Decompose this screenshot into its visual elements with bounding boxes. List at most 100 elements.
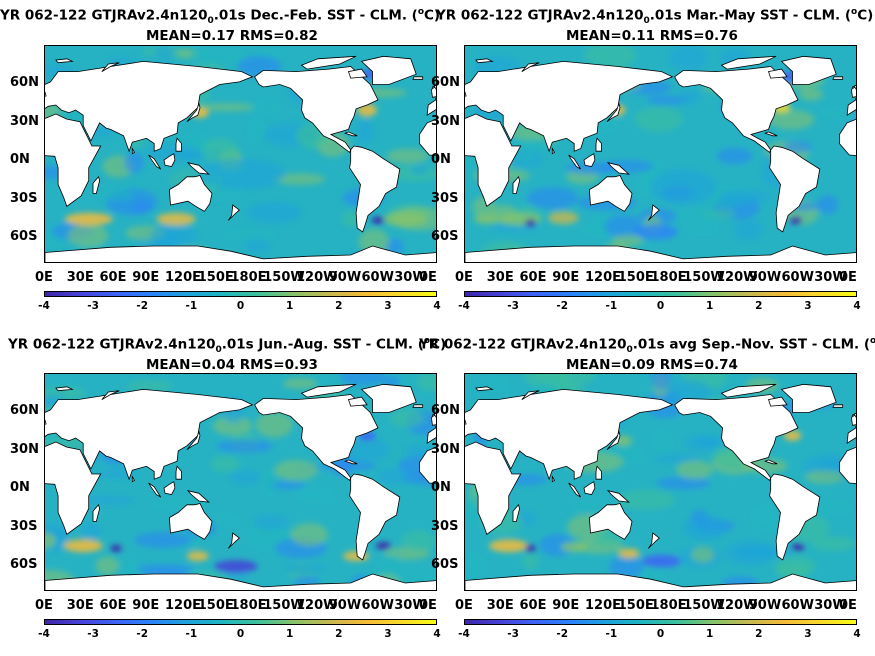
xtick-label: 90W	[328, 270, 362, 285]
xtick-label: 0E	[35, 598, 53, 613]
xtick-label: 90W	[748, 598, 782, 613]
xtick-label: 60E	[99, 598, 127, 613]
anomaly-feature	[791, 543, 805, 551]
panel-stats: MEAN=0.04 RMS=0.93	[146, 357, 318, 373]
ytick-label: 30S	[10, 518, 38, 534]
anomaly-feature	[617, 548, 640, 559]
colorbar-tick-label: 0	[656, 300, 665, 312]
land-arctic-islands	[720, 383, 777, 398]
anomaly-patch	[220, 227, 279, 241]
land-europe-asia	[465, 388, 674, 481]
panel-title: YR 062-122 GTJRAv2.4n1200.01s Dec.-Feb. …	[0, 7, 441, 27]
land-australia	[588, 175, 633, 212]
anomaly-feature	[64, 212, 113, 226]
xtick-label: 0E	[419, 598, 437, 613]
land-south-america	[769, 145, 821, 233]
anomaly-patch	[340, 374, 386, 386]
land-new-zealand	[228, 204, 240, 221]
colorbar-tick-label: 0	[236, 300, 245, 312]
land-new-zealand	[228, 532, 240, 549]
ytick-label: 30N	[431, 441, 460, 457]
anomaly-feature	[186, 551, 209, 562]
xtick-label: 30E	[486, 270, 514, 285]
xtick-label: 30E	[66, 270, 94, 285]
colorbar-tick-label: 0	[656, 628, 665, 640]
ytick-label: 60N	[10, 403, 39, 419]
anomaly-patch	[656, 476, 711, 490]
anomaly-patch	[153, 47, 174, 58]
anomaly-patch	[653, 428, 672, 457]
land-iceland	[832, 404, 844, 408]
xtick-label: 120W	[716, 270, 758, 285]
anomaly-patch	[283, 377, 318, 390]
ytick-label: 0N	[10, 152, 30, 168]
anomaly-feature	[473, 214, 500, 225]
anomaly-patch	[401, 530, 436, 552]
anomaly-patch	[95, 556, 119, 576]
ytick-label: 60S	[10, 229, 38, 245]
land-iceland	[412, 404, 424, 408]
anomaly-patch	[668, 46, 708, 71]
anomaly-patch	[617, 489, 675, 510]
xtick-label: 30W	[394, 270, 427, 285]
anomaly-feature	[650, 169, 717, 206]
anomaly-patch	[356, 118, 374, 144]
anomaly-feature	[274, 459, 318, 481]
land-uk	[465, 419, 467, 425]
land-sumatra	[148, 154, 162, 170]
land-greenland	[360, 383, 417, 413]
anomaly-feature	[683, 515, 727, 541]
xtick-label: 120E	[165, 598, 202, 613]
anomaly-patch	[798, 88, 824, 101]
colorbar-tick-label: -2	[136, 628, 149, 640]
land-new-guinea	[606, 162, 631, 175]
xtick-label: 30E	[66, 598, 94, 613]
colorbar-tick-label: -2	[556, 300, 569, 312]
ytick-label: 30S	[431, 518, 459, 534]
xtick-label: 30W	[814, 270, 847, 285]
land-iceland	[832, 76, 844, 80]
land-south-america	[349, 473, 401, 561]
anomaly-feature	[525, 219, 536, 227]
anomaly-patch	[592, 529, 623, 549]
land-baffin	[347, 68, 368, 79]
xtick-label: 120E	[585, 270, 622, 285]
colorbar	[44, 291, 437, 297]
colorbar-tick-label: 3	[804, 300, 812, 312]
colorbar-tick-label: 3	[384, 628, 392, 640]
land-madagascar	[512, 175, 521, 194]
land-japan	[186, 430, 201, 451]
xtick-label: 120W	[296, 598, 338, 613]
land-antarctica	[45, 245, 436, 262]
colorbar-tick-label: 4	[853, 628, 861, 640]
xtick-label: 120W	[296, 270, 338, 285]
colorbar-tick-label: -3	[87, 628, 99, 640]
land-antarctica	[465, 573, 856, 590]
colorbar-tick-label: 1	[285, 628, 294, 640]
xtick-label: 30W	[394, 598, 427, 613]
xtick-label: 180E	[230, 270, 267, 285]
colorbar-tick-label: 0	[236, 628, 245, 640]
anomaly-patch	[253, 514, 289, 530]
xtick-label: 0E	[419, 270, 437, 285]
anomaly-patch	[651, 374, 671, 391]
anomaly-patch	[243, 238, 270, 253]
land-sri-lanka	[551, 147, 556, 155]
colorbar-tick-label: -4	[38, 628, 50, 640]
land-borneo	[583, 481, 596, 495]
xtick-label: 60W	[361, 270, 394, 285]
land-baffin	[767, 396, 788, 407]
anomaly-patch	[250, 98, 280, 117]
xtick-label: 120W	[716, 598, 758, 613]
ytick-label: 60N	[431, 75, 460, 91]
land-uk	[45, 91, 47, 97]
land-greenland	[360, 55, 417, 85]
anomaly-patch	[485, 374, 509, 392]
anomaly-patch	[196, 103, 256, 112]
anomaly-feature	[45, 533, 56, 549]
colorbar-tick-label: -2	[556, 628, 569, 640]
anomaly-patch	[768, 109, 815, 130]
xtick-label: 0E	[455, 598, 473, 613]
anomaly-patch	[210, 455, 240, 472]
colorbar-tick-label: 4	[433, 628, 441, 640]
